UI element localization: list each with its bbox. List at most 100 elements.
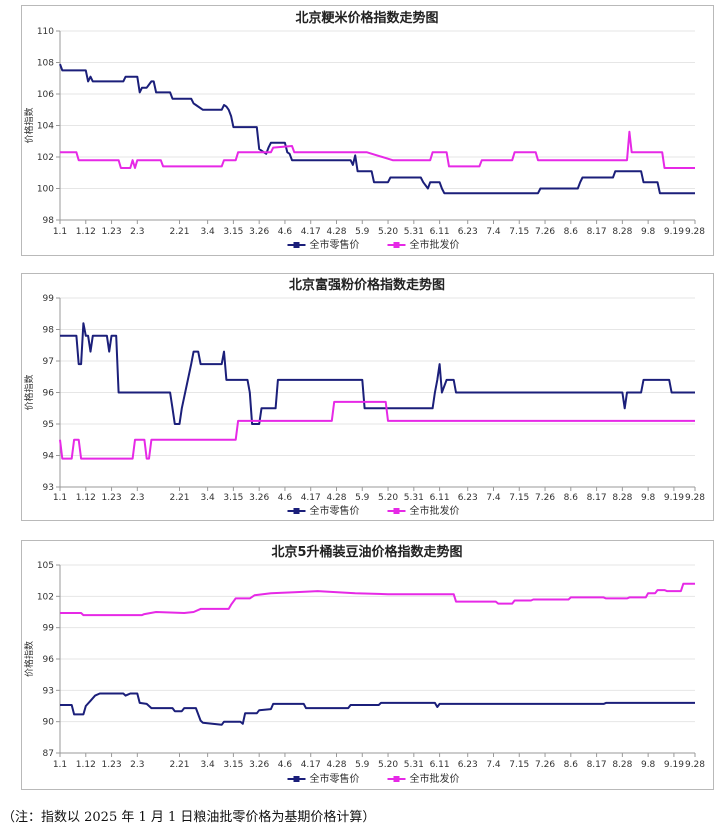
x-tick-label: 2.3 <box>130 760 144 770</box>
x-tick-label: 1.1 <box>53 760 67 770</box>
x-tick-label: 4.6 <box>278 227 293 237</box>
flour-series-line-wholesale <box>59 400 695 460</box>
legend-swatch-marker <box>393 508 400 514</box>
y-axis-label: 价格指数 <box>23 107 35 143</box>
x-tick-label: 1.23 <box>102 493 122 503</box>
x-tick-label: 3.26 <box>249 760 269 770</box>
soybean-oil-price-chart: 北京5升桶装豆油价格指数走势图 87 90 93 96 99 102 105 价格指数 1.1 1.… <box>21 540 714 790</box>
x-tick-label: 1.12 <box>76 760 96 770</box>
x-tick-label: 5.9 <box>355 760 370 770</box>
legend-swatch-marker <box>293 776 300 782</box>
x-tick-label: 3.4 <box>200 493 215 503</box>
flour-chart-title: 北京富强粉价格指数走势图 <box>289 277 445 293</box>
rice-chart-title: 北京粳米价格指数走势图 <box>295 10 438 26</box>
legend-label: 全市批发价 <box>410 504 460 517</box>
x-tick-label: 7.4 <box>486 227 501 237</box>
x-tick-label: 7.15 <box>509 760 529 770</box>
legend-label: 全市零售价 <box>310 504 360 517</box>
x-tick-label: 4.17 <box>301 493 321 503</box>
x-tick-label: 5.20 <box>378 760 398 770</box>
x-tick-label: 8.6 <box>564 227 579 237</box>
x-tick-label: 7.4 <box>486 760 501 770</box>
y-tick-label: 98 <box>43 216 55 226</box>
y-tick-label: 108 <box>37 59 54 69</box>
y-tick-label: 96 <box>43 655 55 665</box>
legend-swatch-marker <box>293 242 300 248</box>
x-tick-label: 8.28 <box>612 227 632 237</box>
x-tick-label: 9.28 <box>685 760 705 770</box>
x-tick-label: 8.28 <box>612 493 632 503</box>
x-tick-label: 8.17 <box>587 227 607 237</box>
x-tick-label: 7.4 <box>486 493 501 503</box>
x-tick-label: 9.8 <box>641 227 656 237</box>
x-tick-label: 8.6 <box>564 760 579 770</box>
x-tick-label: 4.28 <box>326 227 346 237</box>
x-tick-label: 2.3 <box>130 227 144 237</box>
x-tick-label: 7.26 <box>535 493 555 503</box>
x-tick-label: 3.4 <box>200 227 215 237</box>
y-tick-label: 110 <box>37 27 54 37</box>
x-tick-label: 6.11 <box>430 493 450 503</box>
x-tick-label: 9.28 <box>685 493 705 503</box>
x-tick-label: 1.12 <box>76 493 96 503</box>
legend-swatch-marker <box>293 508 300 514</box>
y-tick-label: 105 <box>37 561 54 571</box>
x-tick-label: 3.15 <box>223 760 243 770</box>
oil-chart-svg: 北京5升桶装豆油价格指数走势图 87 90 93 96 99 102 105 价格指数 1.1 1.… <box>23 544 705 785</box>
x-tick-label: 8.28 <box>612 760 632 770</box>
x-tick-label: 1.23 <box>102 227 122 237</box>
x-tick-label: 6.23 <box>458 493 478 503</box>
footnote: （注：指数以 2025 年 1 月 1 日粮油批零价格为基期价格计算） <box>2 810 376 825</box>
x-tick-label: 4.6 <box>278 760 293 770</box>
legend-swatch-marker <box>393 242 400 248</box>
flour-series-line-retail <box>60 322 695 425</box>
oil-series-line-wholesale <box>60 582 695 617</box>
x-tick-label: 8.17 <box>587 493 607 503</box>
x-tick-label: 6.11 <box>430 227 450 237</box>
x-tick-label: 3.15 <box>223 227 243 237</box>
y-tick-label: 100 <box>37 185 54 195</box>
y-tick-label: 87 <box>43 749 54 759</box>
x-tick-label: 4.17 <box>301 760 321 770</box>
y-tick-label: 93 <box>43 483 54 493</box>
x-tick-label: 9.8 <box>641 493 656 503</box>
x-tick-label: 3.15 <box>223 493 243 503</box>
oil-chart-title: 北京5升桶装豆油价格指数走势图 <box>271 544 462 560</box>
x-tick-label: 5.20 <box>378 493 398 503</box>
x-tick-label: 2.3 <box>130 493 144 503</box>
y-tick-label: 104 <box>37 122 54 132</box>
y-tick-label: 93 <box>43 686 54 696</box>
x-tick-label: 8.6 <box>564 493 579 503</box>
x-tick-label: 7.15 <box>509 227 529 237</box>
x-tick-label: 6.23 <box>458 227 478 237</box>
legend-label: 全市零售价 <box>310 772 360 785</box>
rice-chart-svg: 北京粳米价格指数走势图 98 100 102 104 106 108 110 价格指数 1.1 1.… <box>23 10 705 251</box>
x-tick-label: 4.28 <box>326 493 346 503</box>
y-tick-label: 97 <box>43 357 54 367</box>
x-tick-label: 6.11 <box>430 760 450 770</box>
x-tick-label: 8.17 <box>587 760 607 770</box>
rice-series-line-retail <box>59 63 695 195</box>
x-tick-label: 5.31 <box>404 227 424 237</box>
rice-series-line-wholesale <box>60 130 695 169</box>
x-tick-label: 9.28 <box>685 227 705 237</box>
x-tick-label: 2.21 <box>169 760 189 770</box>
x-tick-label: 1.12 <box>76 227 96 237</box>
y-tick-label: 95 <box>43 420 54 430</box>
x-tick-label: 7.26 <box>535 227 555 237</box>
x-tick-label: 5.31 <box>404 493 424 503</box>
y-tick-label: 96 <box>43 389 55 399</box>
x-tick-label: 9.19 <box>664 760 684 770</box>
x-tick-label: 5.9 <box>355 227 370 237</box>
x-tick-label: 1.1 <box>53 493 67 503</box>
x-tick-label: 5.9 <box>355 493 370 503</box>
x-tick-label: 3.26 <box>249 227 269 237</box>
x-tick-label: 4.6 <box>278 493 293 503</box>
legend-label: 全市批发价 <box>410 772 460 785</box>
legend-label: 全市批发价 <box>410 238 460 251</box>
y-tick-label: 90 <box>43 718 55 728</box>
y-tick-label: 99 <box>43 294 55 304</box>
x-tick-label: 7.15 <box>509 493 529 503</box>
y-axis-label: 价格指数 <box>23 374 35 410</box>
y-tick-label: 102 <box>37 592 54 602</box>
